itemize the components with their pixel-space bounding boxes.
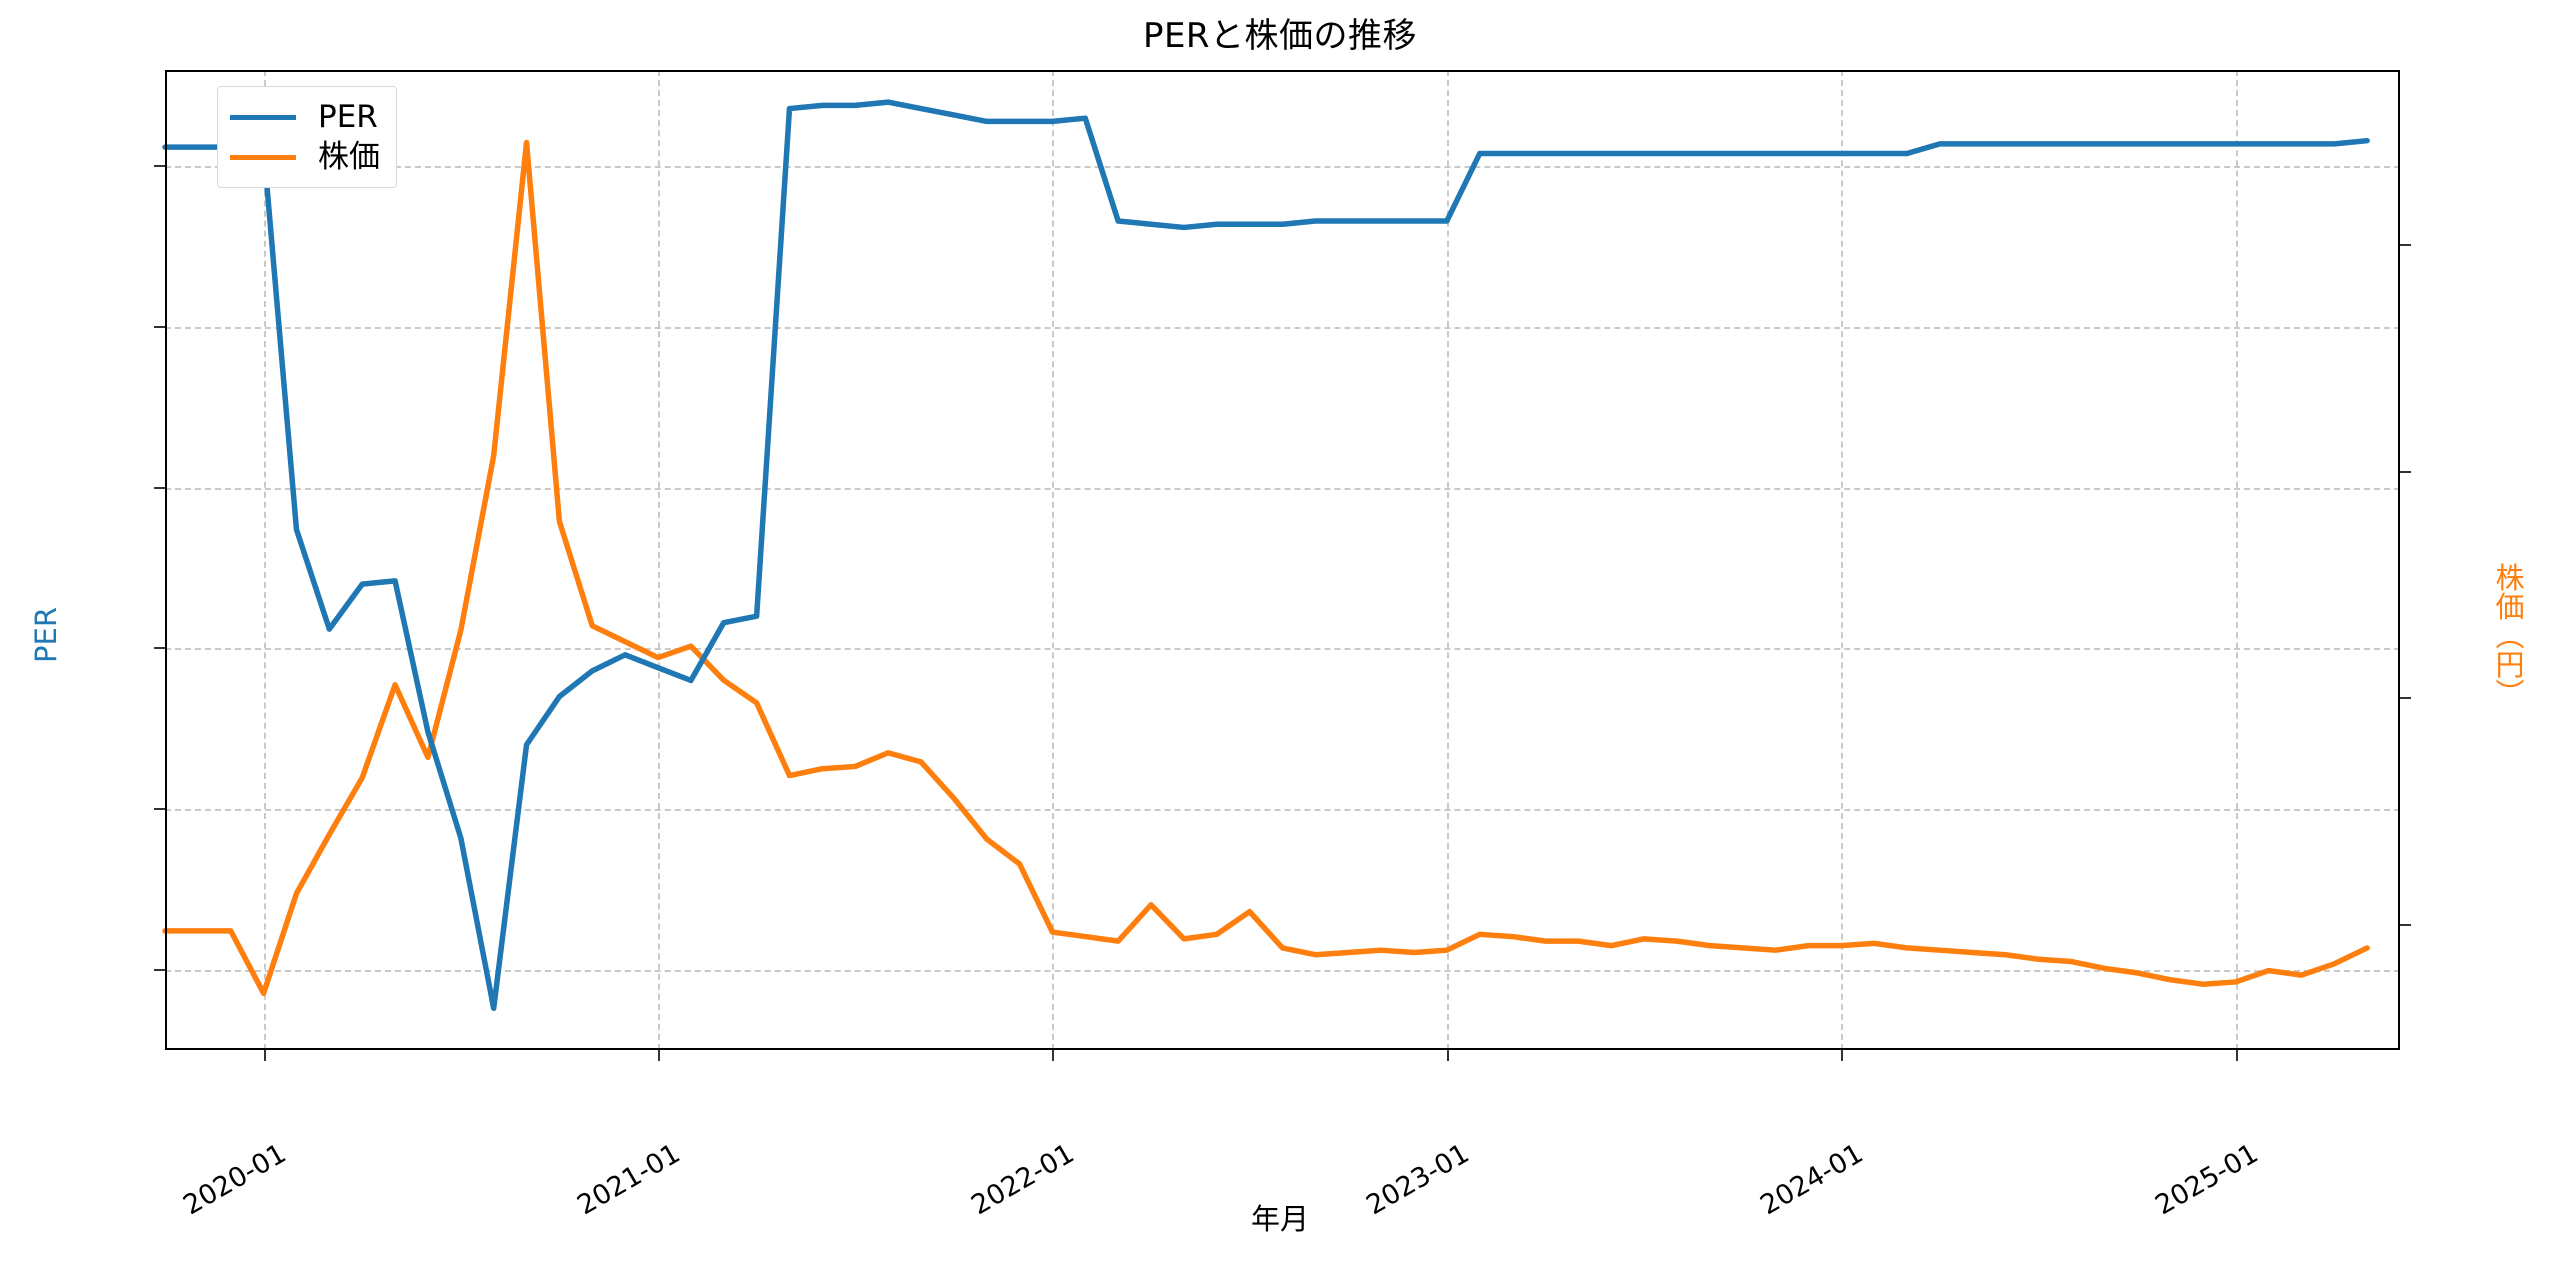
legend-item-kabuka: 株価 <box>230 137 380 177</box>
series-line-kabuka <box>162 139 2370 997</box>
plot-frame <box>165 70 2400 1050</box>
gridline-vertical <box>1052 70 1055 1050</box>
y-axis-left-label: PER <box>28 606 63 663</box>
x-axis-tickmark <box>263 1050 266 1061</box>
y-axis-right-tickmark <box>2400 243 2411 246</box>
y-axis-left-tickmark <box>154 647 165 650</box>
legend-item-per: PER <box>230 97 380 137</box>
x-axis-tickmark <box>658 1050 660 1061</box>
x-axis-label: 年月 <box>1250 1202 1309 1236</box>
gridline-vertical <box>2235 70 2238 1050</box>
x-axis-tickmark <box>1446 1050 1449 1061</box>
x-axis-tickmark <box>1052 1050 1055 1061</box>
gridline-horizontal <box>165 327 2400 330</box>
legend-swatch-kabuka <box>230 154 296 160</box>
data-lines <box>162 99 2370 1011</box>
x-axis-tickmark <box>2235 1050 2238 1061</box>
y-axis-left-tickmark <box>154 165 165 168</box>
y-axis-left-tickmark <box>154 808 165 811</box>
legend-label-kabuka: 株価 <box>318 138 380 175</box>
legend: PER 株価 <box>217 86 397 188</box>
series-line-per <box>162 99 2370 1011</box>
y-axis-left-tickmark <box>154 968 165 971</box>
gridline-horizontal <box>165 648 2400 651</box>
y-axis-right-tickmark <box>2400 924 2411 927</box>
plot-area: 0−50−100−150−200−250 5000400030002000 20… <box>154 70 2411 1221</box>
y-axis-right-label: 株価（円） <box>2491 562 2525 707</box>
x-axis-tickmark <box>1841 1050 1844 1061</box>
gridline-vertical <box>658 70 660 1050</box>
page-title: PERと株価の推移 <box>1142 16 1418 56</box>
legend-label-per: PER <box>318 98 378 135</box>
gridline-vertical <box>263 70 266 1050</box>
y-axis-right-tickmark <box>2400 470 2411 473</box>
y-axis-left-tickmark <box>154 486 165 489</box>
gridline-horizontal <box>165 969 2400 972</box>
gridline-horizontal <box>165 809 2400 812</box>
y-axis-left-tickmark <box>154 326 165 329</box>
y-axis-right-tickmark <box>2400 697 2411 700</box>
gridline-horizontal <box>165 487 2400 490</box>
gridline-horizontal <box>165 166 2400 169</box>
gridline-vertical <box>1446 70 1449 1050</box>
gridline-vertical <box>1841 70 1844 1050</box>
legend-swatch-per <box>230 114 296 120</box>
